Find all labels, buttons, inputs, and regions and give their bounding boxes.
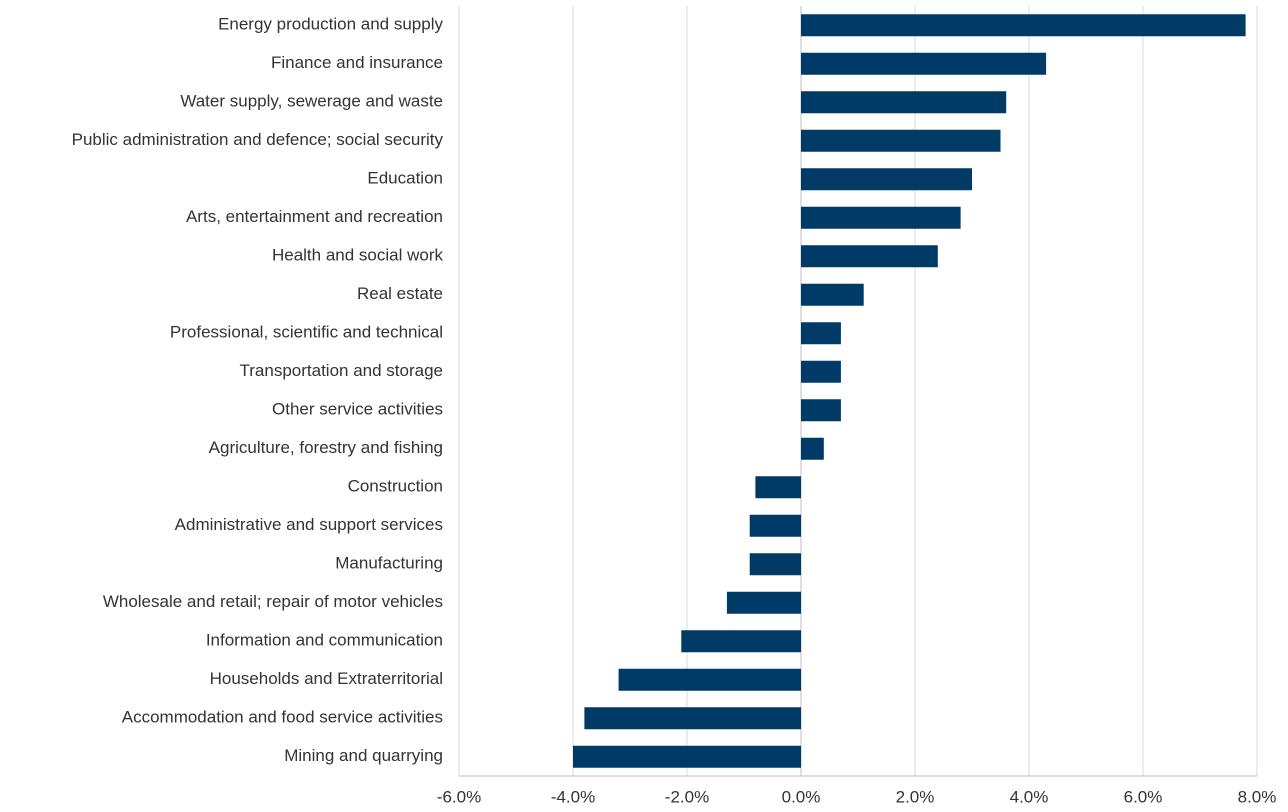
y-tick-label: Other service activities xyxy=(272,400,443,419)
y-tick-label: Households and Extraterritorial xyxy=(210,669,443,688)
y-tick-label: Education xyxy=(367,169,443,188)
bar xyxy=(801,206,961,229)
bar xyxy=(573,745,801,768)
x-tick-label: -4.0% xyxy=(551,787,595,806)
y-tick-label: Administrative and support services xyxy=(175,515,443,534)
x-tick-label: 0.0% xyxy=(782,787,821,806)
bar xyxy=(801,168,972,191)
y-tick-label: Manufacturing xyxy=(335,554,443,573)
y-tick-label: Mining and quarrying xyxy=(284,746,443,765)
bar xyxy=(801,283,864,306)
x-tick-label: -6.0% xyxy=(437,787,481,806)
y-tick-label: Wholesale and retail; repair of motor ve… xyxy=(103,592,443,611)
bar xyxy=(801,91,1007,114)
y-tick-label: Finance and insurance xyxy=(271,53,443,72)
x-tick-label: 2.0% xyxy=(896,787,935,806)
bar xyxy=(618,668,801,691)
bar xyxy=(726,591,801,614)
bar xyxy=(801,129,1001,152)
bar xyxy=(801,245,938,268)
bar xyxy=(584,707,801,730)
y-tick-label: Arts, entertainment and recreation xyxy=(186,207,443,226)
bar xyxy=(681,630,801,653)
bar xyxy=(801,360,841,383)
bar xyxy=(801,437,824,460)
y-tick-label: Real estate xyxy=(357,284,443,303)
x-tick-label: 6.0% xyxy=(1124,787,1163,806)
x-tick-label: 4.0% xyxy=(1010,787,1049,806)
y-tick-label: Professional, scientific and technical xyxy=(170,323,443,342)
bar xyxy=(801,399,841,422)
x-tick-label: -2.0% xyxy=(665,787,709,806)
bar xyxy=(749,553,801,576)
y-tick-label: Transportation and storage xyxy=(240,361,444,380)
bar xyxy=(749,514,801,537)
bar xyxy=(801,322,841,345)
y-tick-label: Construction xyxy=(348,477,443,496)
y-tick-label: Public administration and defence; socia… xyxy=(72,130,444,149)
y-tick-label: Information and communication xyxy=(206,631,443,650)
bar xyxy=(801,52,1047,75)
y-tick-label: Energy production and supply xyxy=(218,15,443,34)
bar xyxy=(801,14,1246,37)
x-tick-label: 8.0% xyxy=(1238,787,1277,806)
y-tick-label: Agriculture, forestry and fishing xyxy=(209,438,443,457)
y-tick-label: Water supply, sewerage and waste xyxy=(180,92,443,111)
y-tick-label: Accommodation and food service activitie… xyxy=(122,708,443,727)
y-tick-label: Health and social work xyxy=(272,246,444,265)
bar xyxy=(755,476,801,499)
